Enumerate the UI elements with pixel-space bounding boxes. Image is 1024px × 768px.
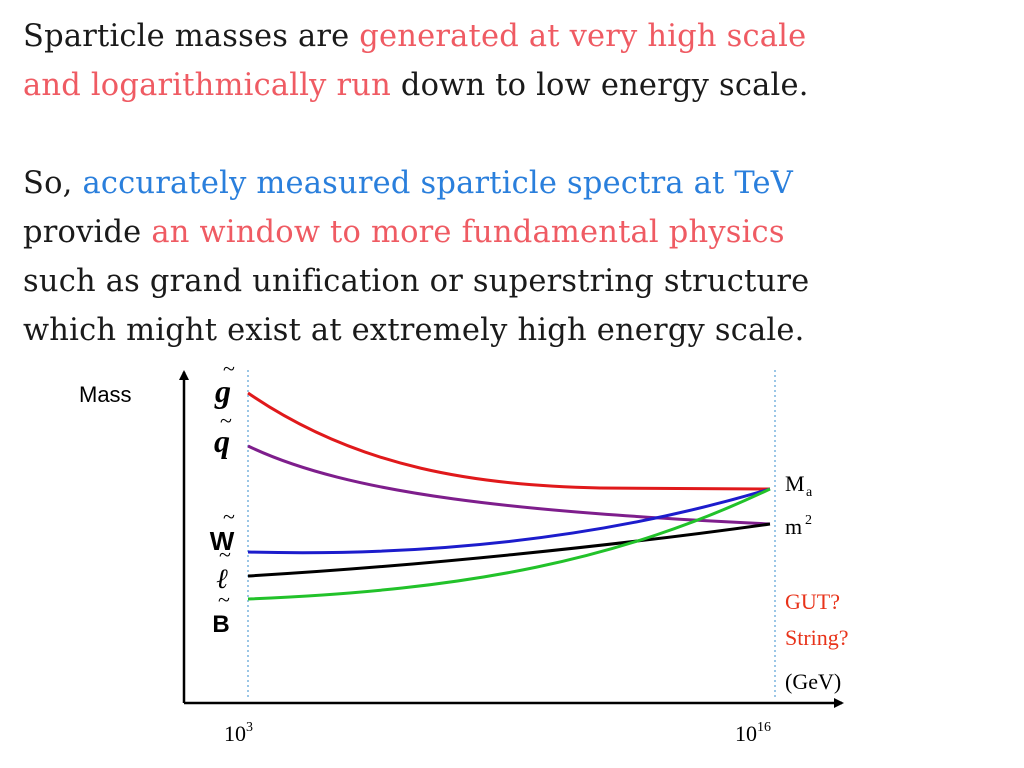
gut-label: GUT? bbox=[785, 589, 840, 614]
scalar-mass-label: m 2 bbox=[785, 513, 812, 539]
gluino-curve bbox=[247, 391, 771, 491]
wino-label: ~ W bbox=[210, 504, 235, 556]
slepton-symbol: ℓ bbox=[216, 564, 228, 595]
text-segment: down to low energy scale. bbox=[390, 68, 809, 103]
gluino-label: ~ g bbox=[214, 356, 235, 409]
squark-label: ~ q bbox=[214, 408, 232, 459]
unit-label: (GeV) bbox=[785, 669, 841, 694]
tick-base: 10 bbox=[735, 721, 757, 746]
text-segment: provide bbox=[23, 215, 152, 250]
bino-curve bbox=[247, 487, 771, 601]
squark-curve bbox=[247, 444, 771, 526]
highlight-generated: generated at very high scale bbox=[359, 19, 807, 54]
text-segment: So, bbox=[23, 166, 83, 201]
y-axis-label: Mass bbox=[79, 382, 132, 407]
wino-curve bbox=[247, 487, 771, 555]
tilde-mark: ~ bbox=[219, 542, 231, 567]
tick-exponent: 3 bbox=[246, 720, 253, 735]
tick-exponent: 16 bbox=[757, 720, 771, 735]
text-segment: Sparticle masses are bbox=[23, 19, 360, 54]
gaugino-mass-label: M a bbox=[785, 471, 813, 500]
m2-superscript: 2 bbox=[805, 513, 812, 528]
highlight-window: an window to more fundamental physics bbox=[151, 215, 785, 250]
tick-base: 10 bbox=[224, 721, 246, 746]
string-label: String? bbox=[785, 625, 849, 650]
text-segment: which might exist at extremely high ener… bbox=[23, 313, 805, 348]
tilde-mark: ~ bbox=[218, 587, 230, 612]
tilde-mark: ~ bbox=[220, 408, 232, 433]
bino-label: ~ B bbox=[212, 587, 230, 638]
highlight-spectra: accurately measured sparticle spectra at… bbox=[82, 166, 794, 201]
x-tick-low: 10 3 bbox=[224, 720, 253, 746]
ma-base: M bbox=[785, 471, 805, 496]
tilde-mark: ~ bbox=[223, 356, 235, 381]
slepton-curve bbox=[247, 522, 771, 578]
text-segment: such as grand unification or superstring… bbox=[23, 264, 810, 299]
x-tick-high: 10 16 bbox=[735, 720, 771, 746]
squark-symbol: q bbox=[214, 423, 230, 459]
paragraph-running: Sparticle masses are generated at very h… bbox=[23, 12, 1003, 110]
paragraph-window: So, accurately measured sparticle spectr… bbox=[23, 159, 1003, 355]
tilde-mark: ~ bbox=[223, 504, 235, 529]
slide-text: Sparticle masses are generated at very h… bbox=[23, 12, 1003, 355]
highlight-logrun: and logarithmically run bbox=[23, 68, 391, 103]
gluino-symbol: g bbox=[214, 373, 231, 409]
bino-symbol: B bbox=[212, 611, 229, 638]
slepton-label: ~ ℓ bbox=[216, 542, 231, 595]
wino-symbol: W bbox=[210, 526, 235, 556]
m2-base: m bbox=[785, 514, 802, 539]
ma-subscript: a bbox=[806, 485, 813, 500]
